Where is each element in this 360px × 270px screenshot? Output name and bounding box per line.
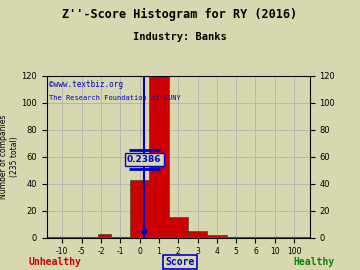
Bar <box>149 76 168 238</box>
Text: Healthy: Healthy <box>294 256 335 266</box>
Text: Z''-Score Histogram for RY (2016): Z''-Score Histogram for RY (2016) <box>62 8 298 21</box>
Text: Score: Score <box>165 256 195 266</box>
Text: ©www.textbiz.org: ©www.textbiz.org <box>49 80 123 89</box>
Text: Unhealthy: Unhealthy <box>29 256 82 266</box>
Bar <box>168 217 188 238</box>
Y-axis label: Number of companies
(235 total): Number of companies (235 total) <box>0 114 19 199</box>
Bar <box>188 231 207 238</box>
Bar <box>130 180 149 238</box>
Text: Industry: Banks: Industry: Banks <box>133 32 227 42</box>
Text: The Research Foundation of SUNY: The Research Foundation of SUNY <box>49 95 181 101</box>
Bar <box>98 234 111 238</box>
Bar <box>207 235 226 238</box>
Text: 0.2386: 0.2386 <box>127 155 161 164</box>
